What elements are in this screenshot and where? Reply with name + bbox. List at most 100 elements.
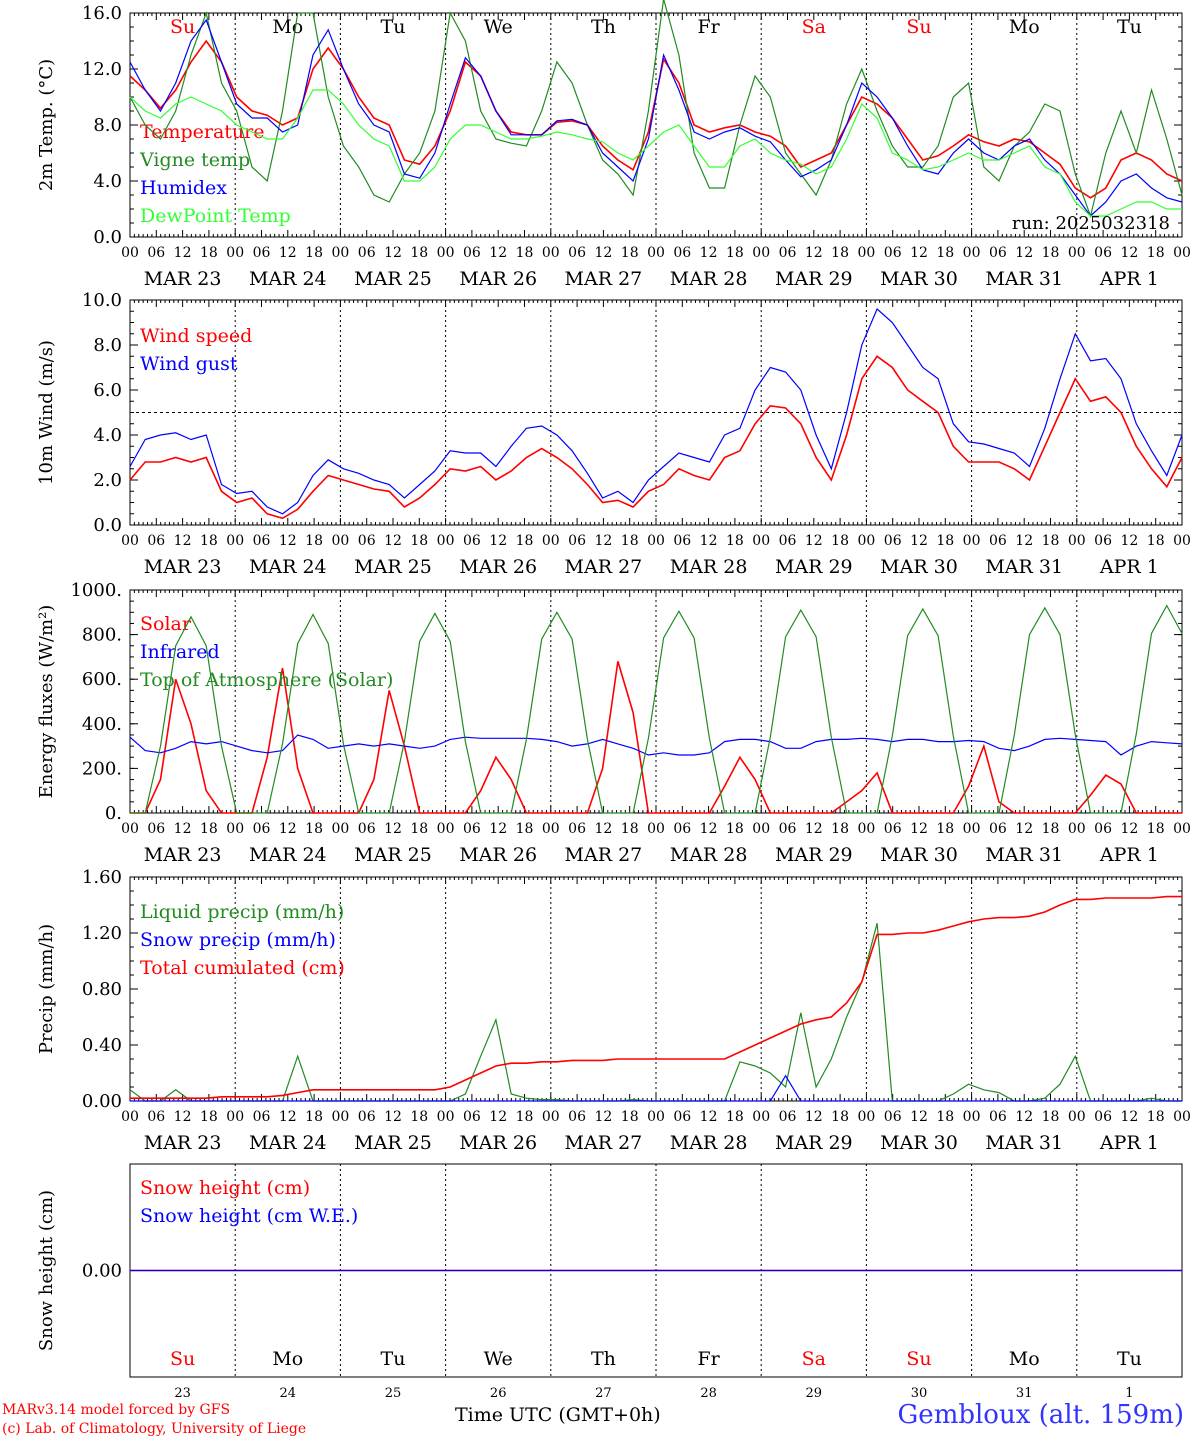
- snow-day-number: 1: [1125, 1386, 1133, 1401]
- energy-hour-label: 18: [516, 821, 534, 837]
- precip-hour-label: 06: [463, 1109, 481, 1125]
- wind-hour-label: 06: [147, 533, 165, 549]
- wind-hour-label: 00: [647, 533, 665, 549]
- precip-hour-label: 12: [594, 1109, 612, 1125]
- temp-legend-entry: DewPoint Temp: [140, 205, 291, 227]
- temp-date-label: MAR 28: [670, 268, 748, 290]
- precip-hour-label: 06: [568, 1109, 586, 1125]
- temp-hour-label: 00: [857, 245, 875, 261]
- energy-date-label: APR 1: [1099, 844, 1159, 866]
- wind-hour-label: 06: [884, 533, 902, 549]
- wind-legend-entry: Wind gust: [140, 353, 238, 375]
- temp-hour-label: 00: [542, 245, 560, 261]
- wind-hour-label: 00: [752, 533, 770, 549]
- wind-ytick-label: 4.0: [93, 425, 122, 446]
- temp-series-line: [129, 18, 1183, 217]
- footer-copyright-line: (c) Lab. of Climatology, University of L…: [2, 1421, 307, 1437]
- precip-hour-label: 00: [752, 1109, 770, 1125]
- precip-hour-label: 00: [542, 1109, 560, 1125]
- temp-weekday-label: Tu: [381, 16, 406, 38]
- precip-hour-label: 18: [1042, 1109, 1060, 1125]
- temp-hour-label: 18: [936, 245, 954, 261]
- energy-hour-label: 06: [253, 821, 271, 837]
- precip-hour-label: 06: [989, 1109, 1007, 1125]
- temp-hour-label: 00: [1173, 245, 1191, 261]
- precip-ytick-label: 1.60: [82, 867, 122, 888]
- snow-weekday-label: Th: [591, 1348, 616, 1370]
- wind-hour-label: 12: [1120, 533, 1138, 549]
- energy-hour-label: 18: [305, 821, 323, 837]
- wind-hour-label: 18: [410, 533, 428, 549]
- wind-date-label: MAR 28: [670, 556, 748, 578]
- temp-legend-entry: Vigne temp: [139, 149, 250, 171]
- temp-legend-entry: Temperature: [140, 121, 264, 143]
- energy-hour-label: 00: [226, 821, 244, 837]
- precip-series-line: [130, 1074, 1182, 1102]
- precip-legend-entry: Total cumulated (cm): [140, 957, 345, 979]
- temp-hour-label: 06: [463, 245, 481, 261]
- temp-hour-label: 12: [489, 245, 507, 261]
- temp-hour-label: 00: [437, 245, 455, 261]
- snow-weekday-label: Su: [170, 1348, 195, 1370]
- wind-date-label: APR 1: [1099, 556, 1159, 578]
- energy-legend-entry: Solar: [140, 613, 192, 635]
- wind-hour-label: 12: [910, 533, 928, 549]
- precip-hour-label: 12: [805, 1109, 823, 1125]
- wind-ylabel: 10m Wind (m/s): [36, 340, 57, 485]
- energy-hour-label: 00: [542, 821, 560, 837]
- energy-hour-label: 18: [410, 821, 428, 837]
- precip-hour-label: 18: [1147, 1109, 1165, 1125]
- energy-hour-label: 06: [779, 821, 797, 837]
- temp-weekday-label: Th: [591, 16, 616, 38]
- wind-hour-label: 12: [1015, 533, 1033, 549]
- temp-hour-label: 00: [121, 245, 139, 261]
- wind-hour-label: 18: [305, 533, 323, 549]
- precip-date-label: MAR 28: [670, 1132, 748, 1154]
- wind-hour-label: 12: [489, 533, 507, 549]
- snow-legend-entry: Snow height (cm): [140, 1177, 310, 1199]
- energy-hour-label: 06: [568, 821, 586, 837]
- temp-hour-label: 06: [358, 245, 376, 261]
- energy-hour-label: 06: [673, 821, 691, 837]
- wind-hour-label: 12: [279, 533, 297, 549]
- snow-day-number: 25: [385, 1386, 402, 1401]
- energy-hour-label: 00: [963, 821, 981, 837]
- energy-ytick-label: 1000.: [70, 580, 122, 601]
- x-axis-title: Time UTC (GMT+0h): [455, 1404, 661, 1426]
- energy-hour-label: 12: [910, 821, 928, 837]
- footer-model-line: MARv3.14 model forced by GFS: [2, 1402, 231, 1418]
- temp-hour-label: 00: [331, 245, 349, 261]
- wind-date-label: MAR 24: [249, 556, 327, 578]
- energy-date-label: MAR 24: [249, 844, 327, 866]
- precip-hour-label: 12: [489, 1109, 507, 1125]
- snow-weekday-label: Mo: [1009, 1348, 1040, 1370]
- snow-day-number: 27: [595, 1386, 612, 1401]
- snow-day-number: 31: [1016, 1386, 1033, 1401]
- temp-ylabel: 2m Temp. (°C): [36, 59, 57, 191]
- wind-hour-label: 00: [1173, 533, 1191, 549]
- energy-date-label: MAR 31: [985, 844, 1063, 866]
- temp-hour-label: 00: [752, 245, 770, 261]
- energy-legend-entry: Infrared: [140, 641, 220, 663]
- snow-day-number: 28: [700, 1386, 717, 1401]
- temp-ytick-label: 16.0: [82, 3, 122, 24]
- energy-hour-label: 12: [805, 821, 823, 837]
- precip-date-label: MAR 27: [565, 1132, 643, 1154]
- precip-hour-label: 00: [1173, 1109, 1191, 1125]
- wind-hour-label: 18: [726, 533, 744, 549]
- energy-hour-label: 12: [700, 821, 718, 837]
- temp-weekday-label: Tu: [1117, 16, 1142, 38]
- precip-legend-entry: Liquid precip (mm/h): [140, 901, 344, 923]
- temp-ytick-label: 8.0: [93, 115, 122, 136]
- precip-hour-label: 00: [857, 1109, 875, 1125]
- temp-hour-label: 00: [226, 245, 244, 261]
- energy-ytick-label: 800.: [82, 625, 122, 646]
- precip-hour-label: 18: [831, 1109, 849, 1125]
- energy-date-label: MAR 26: [459, 844, 537, 866]
- energy-date-label: MAR 27: [565, 844, 643, 866]
- wind-hour-label: 12: [594, 533, 612, 549]
- temp-hour-label: 12: [910, 245, 928, 261]
- energy-hour-label: 00: [1173, 821, 1191, 837]
- snow-weekday-label: We: [484, 1348, 513, 1370]
- temp-date-label: MAR 25: [354, 268, 432, 290]
